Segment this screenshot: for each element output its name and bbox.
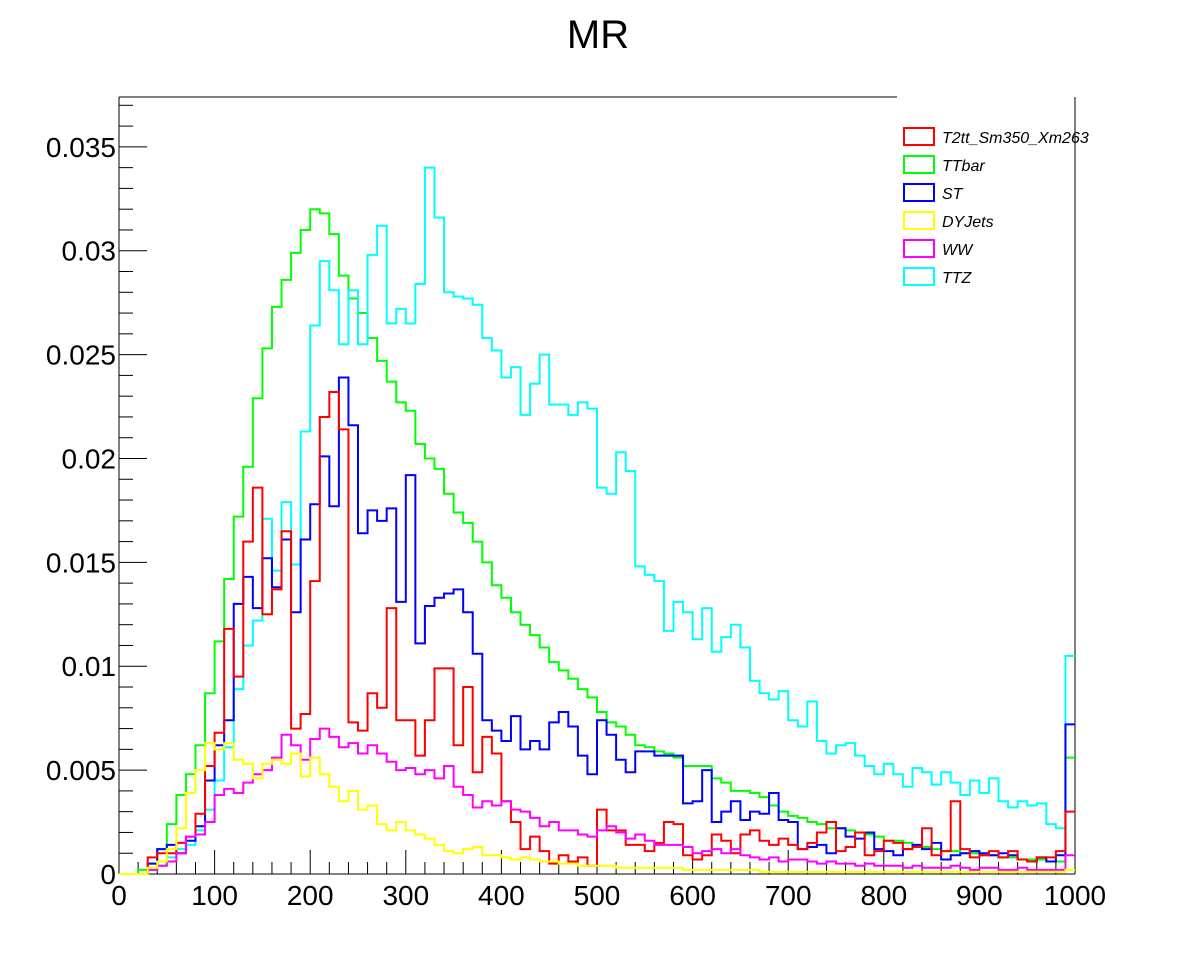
y-tick-label: 0.03 [62,236,117,267]
x-tick-label: 700 [765,880,812,911]
series-line-t2tt-sm350-xm263 [119,391,1075,875]
legend: T2tt_Sm350_Xm263 TTbar ST DYJets WW TTZ [903,127,1089,287]
legend-swatch [903,155,935,174]
series-line-st [119,376,1075,875]
x-tick-label: 800 [860,880,907,911]
y-tick-label: 0.015 [46,547,116,578]
legend-label: T2tt_Sm350_Xm263 [942,130,1089,147]
x-tick-label: 900 [956,880,1003,911]
series-line-ttz [119,166,1075,875]
series-layer [119,166,1075,875]
legend-label: ST [942,186,964,203]
x-tick-label: 500 [574,880,621,911]
x-tick-label: 400 [478,880,525,911]
x-tick-label: 0 [111,880,127,911]
x-tick-label: 1000 [1044,880,1106,911]
legend-swatch [903,127,935,146]
legend-label: TTZ [942,270,973,287]
series-line-ww [119,727,1075,875]
x-tick-label: 100 [191,880,238,911]
x-axis: 0 100 200 300 400 500 600 700 800 900 1000 [111,850,1106,911]
legend-swatch [903,267,935,286]
x-tick-label: 300 [382,880,429,911]
legend-label: WW [942,242,974,259]
y-axis: 0 0.005 0.01 0.015 0.02 0.025 0.03 0.035 [46,104,147,890]
y-tick-label: 0 [100,859,116,890]
series-line-dyjets [119,742,1075,875]
legend-swatch [903,239,935,258]
x-tick-label: 200 [287,880,334,911]
legend-swatch [903,211,935,230]
y-tick-label: 0.025 [46,340,116,371]
y-tick-label: 0.01 [62,651,117,682]
y-tick-label: 0.02 [62,443,117,474]
x-tick-label: 600 [669,880,716,911]
legend-label: DYJets [942,214,994,231]
chart-title: MR [567,13,629,57]
y-tick-label: 0.035 [46,132,116,163]
y-tick-label: 0.005 [46,755,116,786]
legend-swatch [903,183,935,202]
legend-label: TTbar [942,158,985,175]
